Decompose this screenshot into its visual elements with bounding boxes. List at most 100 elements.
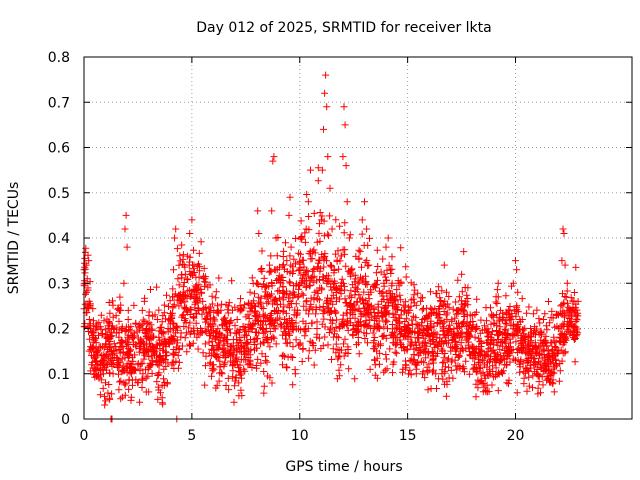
data-point (296, 260, 304, 268)
data-point (379, 255, 387, 263)
data-point (481, 383, 489, 391)
data-point (166, 326, 174, 334)
data-point (434, 350, 441, 357)
data-point (292, 300, 300, 308)
data-point (182, 305, 190, 313)
data-point (110, 340, 118, 348)
data-point (373, 246, 381, 254)
data-point (125, 376, 133, 384)
data-point (258, 350, 266, 358)
data-point (513, 266, 521, 274)
data-point (501, 325, 509, 333)
data-point (445, 304, 453, 312)
data-point (123, 363, 131, 371)
data-point (387, 294, 395, 302)
data-point (142, 388, 150, 396)
data-point (196, 295, 204, 303)
data-point (214, 325, 222, 333)
data-point (191, 304, 199, 312)
data-point (471, 333, 479, 341)
data-point (479, 368, 487, 376)
data-point (427, 320, 434, 328)
data-point (106, 334, 114, 342)
data-point (364, 241, 372, 249)
data-point (237, 368, 244, 376)
data-point (127, 396, 135, 404)
data-point (474, 334, 482, 342)
data-point (494, 279, 502, 287)
data-point (169, 285, 177, 293)
data-point (336, 346, 344, 354)
data-point (372, 269, 380, 277)
data-point (85, 347, 93, 355)
data-point (156, 336, 164, 344)
data-point (326, 309, 334, 317)
data-point (241, 301, 249, 309)
data-point (297, 234, 305, 242)
data-point (300, 302, 308, 310)
data-point (269, 300, 277, 308)
data-point (300, 326, 308, 333)
data-point (454, 353, 462, 361)
data-point (374, 263, 382, 270)
data-point (458, 288, 466, 296)
data-point (189, 339, 197, 347)
data-point (551, 343, 559, 350)
data-point (365, 291, 373, 299)
data-point (266, 343, 274, 351)
data-point (92, 349, 100, 356)
data-point (267, 252, 275, 260)
data-point (87, 346, 95, 354)
data-point (200, 264, 208, 272)
data-point (436, 311, 444, 318)
data-point (314, 289, 322, 297)
data-point (520, 330, 528, 338)
data-point (494, 369, 502, 377)
data-point (518, 316, 526, 323)
data-point (566, 305, 574, 313)
data-point (409, 312, 417, 320)
data-point (381, 366, 389, 374)
data-point (117, 377, 125, 385)
data-point (266, 374, 274, 382)
data-point (372, 315, 380, 323)
data-point (147, 321, 155, 329)
data-point (299, 345, 307, 352)
data-point (141, 329, 149, 337)
data-point (193, 309, 201, 317)
data-point (222, 382, 230, 389)
data-point (238, 343, 246, 351)
data-point (112, 312, 120, 320)
data-point (106, 328, 114, 336)
data-point (406, 340, 414, 348)
data-point (313, 330, 321, 338)
data-point (540, 316, 547, 323)
data-point (307, 166, 314, 174)
data-point (316, 267, 324, 275)
data-point (404, 309, 412, 317)
data-point (115, 363, 123, 371)
data-point (542, 332, 550, 340)
data-point (279, 308, 287, 316)
data-point (112, 347, 120, 355)
data-point (291, 366, 299, 374)
data-point (406, 357, 414, 364)
data-point (266, 318, 274, 326)
data-point (282, 309, 290, 317)
data-point (310, 296, 318, 304)
data-point (346, 231, 354, 239)
data-point (156, 357, 164, 365)
data-point (84, 304, 92, 312)
data-point (363, 281, 371, 289)
data-point (138, 359, 146, 367)
data-point (494, 352, 502, 360)
data-point (294, 293, 302, 301)
data-point (157, 389, 164, 397)
data-point (355, 246, 363, 254)
data-point (440, 331, 448, 339)
data-point (121, 225, 129, 233)
data-point (512, 326, 520, 334)
data-point (566, 319, 574, 327)
data-point (384, 302, 392, 310)
data-point (452, 298, 460, 306)
